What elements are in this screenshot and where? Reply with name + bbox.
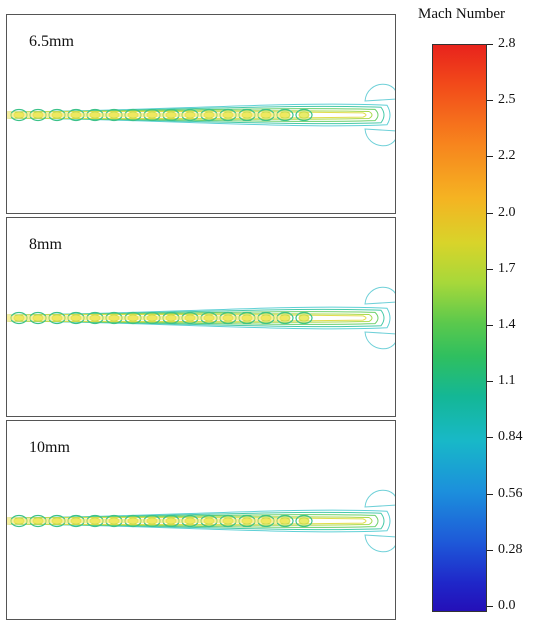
mach-contour-plot: [7, 286, 395, 350]
colorbar-tick: [487, 437, 493, 439]
colorbar-gradient: [432, 44, 487, 612]
colorbar-tick-label: 2.5: [498, 92, 516, 108]
lower-lobe-contour: [364, 534, 395, 553]
plume-contour: [7, 308, 385, 328]
contour-panel-10mm: 10mm: [6, 420, 396, 620]
plume-contour: [7, 509, 391, 533]
upper-lobe-contour: [364, 83, 395, 102]
colorbar-tick-label: 1.7: [498, 260, 516, 276]
shock-cell-contour: [295, 514, 313, 528]
jet-core: [7, 316, 287, 320]
plume-contour: [7, 311, 379, 325]
shock-cell-core: [298, 517, 310, 525]
colorbar-tick-label: 2.0: [498, 204, 516, 220]
plume-contour: [7, 511, 385, 531]
mach-contour-plot: [7, 489, 395, 553]
lower-lobe-contour: [364, 128, 395, 147]
shock-cell-contour: [295, 311, 313, 325]
plume-contour: [7, 306, 391, 330]
colorbar-tick: [487, 606, 493, 607]
colorbar-tick: [487, 381, 493, 383]
colorbar-tick: [487, 44, 493, 45]
jet-core: [7, 519, 287, 523]
plume-contour: [7, 103, 391, 127]
colorbar-tick: [487, 156, 493, 158]
upper-lobe-contour: [364, 489, 395, 508]
plume-contour: [7, 105, 385, 125]
colorbar-title: Mach Number: [418, 6, 506, 22]
colorbar-tick: [487, 212, 493, 214]
colorbar-tick: [487, 493, 493, 495]
plume-contour: [7, 514, 379, 528]
shock-cell-contour: [295, 108, 313, 122]
colorbar-tick: [487, 268, 493, 270]
colorbar-tick-label: 0.84: [498, 429, 523, 445]
plume-contour: [7, 108, 379, 122]
shock-cell-core: [298, 111, 310, 119]
mach-contour-plot: [7, 83, 395, 147]
colorbar-tick-label: 2.8: [498, 36, 516, 51]
colorbar-tick-label: 2.2: [498, 148, 516, 164]
shock-cell-core: [298, 314, 310, 322]
lower-lobe-contour: [364, 331, 395, 350]
panel-label: 10mm: [29, 439, 70, 456]
panel-label: 6.5mm: [29, 33, 74, 50]
colorbar-tick-label: 0.0: [498, 598, 516, 613]
colorbar-tick-label: 0.28: [498, 541, 523, 557]
colorbar-tick-label: 0.56: [498, 485, 523, 501]
contour-panel-6-5mm: 6.5mm: [6, 14, 396, 214]
panel-label: 8mm: [29, 236, 62, 253]
colorbar-tick: [487, 549, 493, 551]
contour-panel-8mm: 8mm: [6, 217, 396, 417]
colorbar-tick-label: 1.4: [498, 317, 516, 332]
jet-core: [7, 113, 287, 117]
colorbar-tick: [487, 100, 493, 102]
colorbar-tick-label: 1.1: [498, 373, 516, 389]
colorbar-tick: [487, 325, 493, 326]
upper-lobe-contour: [364, 286, 395, 305]
